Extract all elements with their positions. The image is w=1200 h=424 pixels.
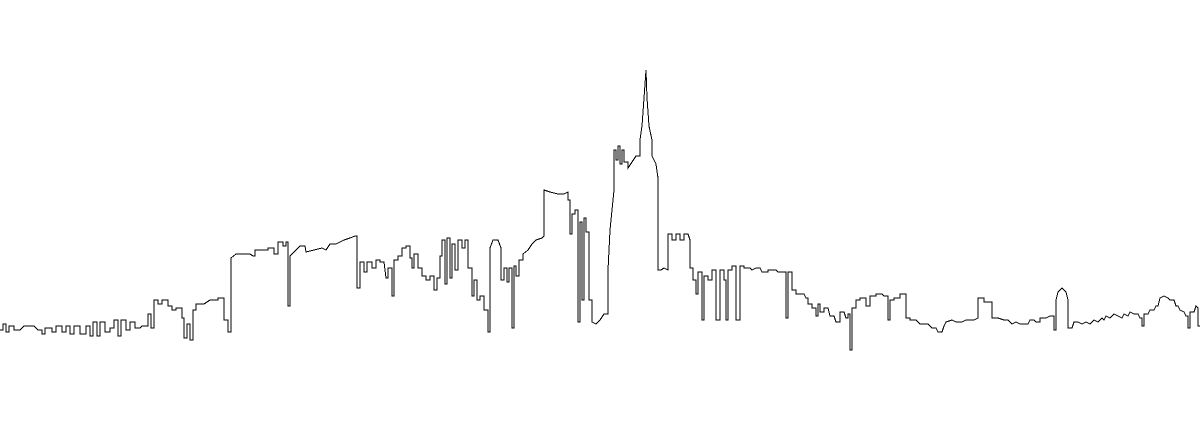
skyline-outline bbox=[0, 69, 1200, 351]
